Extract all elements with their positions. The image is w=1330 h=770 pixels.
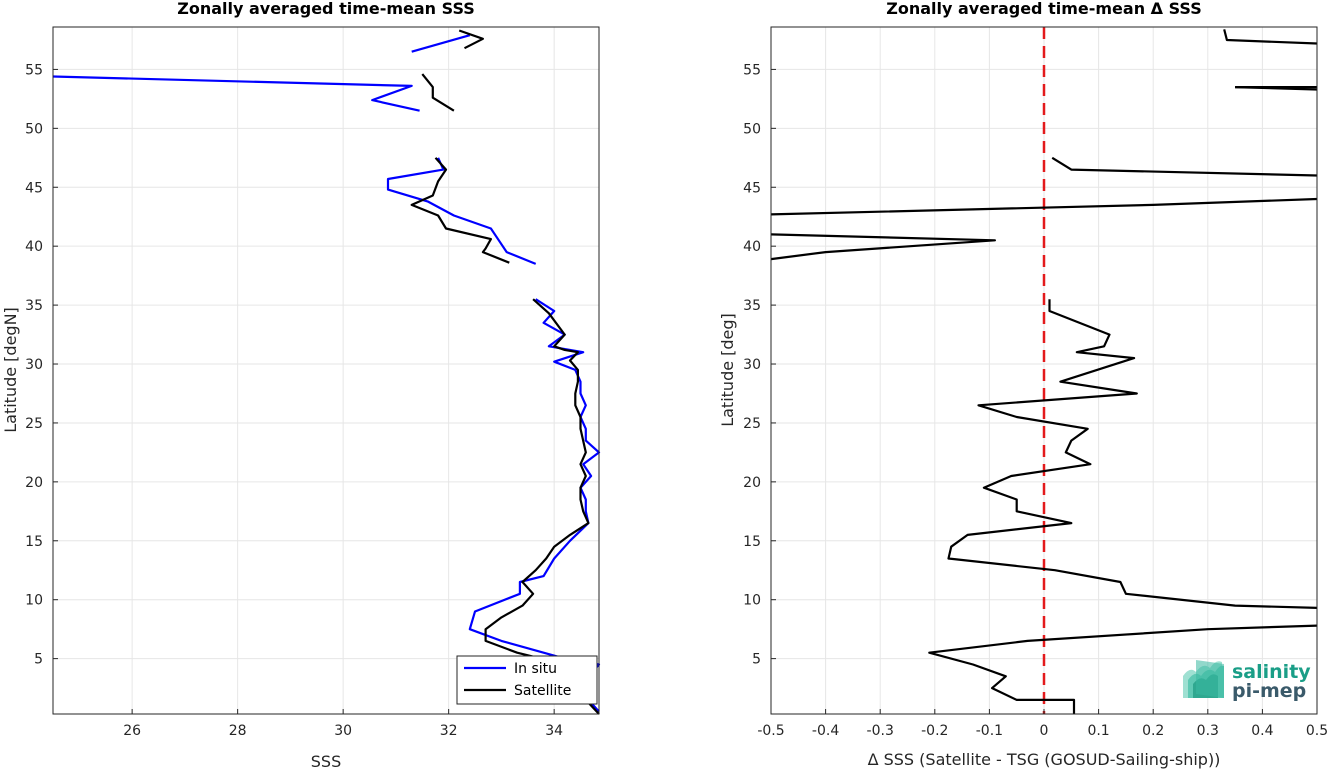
delta-sss-series-line: [1223, 29, 1318, 45]
delta-sss-profile-chart: -0.5 -0.4 -0.3 -0.2 -0.1 0 0.1 0.2 0.3 0.4 0.5 5 10 1…: [718, 0, 1328, 769]
right-y-tick-label: 35: [743, 298, 761, 314]
delta-sss-series-line: [947, 299, 1318, 609]
left-y-tick-label: 10: [25, 593, 43, 609]
right-x-tick-label: 0.4: [1251, 723, 1273, 739]
right-x-tick-label: 0.3: [1197, 723, 1219, 739]
legend-label-satellite: Satellite: [514, 683, 571, 699]
right-y-tick-label: 20: [743, 475, 761, 491]
left-x-tick-label: 32: [440, 723, 458, 739]
right-y-tick-label: 15: [743, 534, 761, 550]
satellite-series-line: [458, 29, 484, 50]
right-x-tick-label: -0.4: [812, 723, 839, 739]
delta-sss-series-line: [770, 233, 997, 261]
left-x-tick-label: 34: [545, 723, 563, 739]
right-y-tick-label: 40: [743, 239, 761, 255]
right-x-tick-label: 0.1: [1087, 723, 1109, 739]
right-x-tick-label: 0: [1040, 723, 1049, 739]
right-x-tick-label: -0.1: [976, 723, 1003, 739]
right-y-tick-label: 45: [743, 180, 761, 196]
left-y-tick-label: 50: [25, 121, 43, 137]
right-y-tick-label: 50: [743, 121, 761, 137]
legend: In situ Satellite: [456, 655, 598, 705]
right-series-lines: [770, 27, 1318, 714]
right-tick-labels: -0.5 -0.4 -0.3 -0.2 -0.1 0 0.1 0.2 0.3 0.4 0.5 5 10 1…: [743, 62, 1328, 739]
logo-text-salinity: salinity: [1232, 661, 1311, 683]
left-x-tick-label: 28: [229, 723, 247, 739]
right-x-axis-label: Δ SSS (Satellite - TSG (GOSUD-Sailing-sh…: [868, 750, 1221, 769]
left-y-axis-label: Latitude [degN]: [1, 307, 20, 433]
left-series-lines: [52, 29, 601, 715]
sss-profile-chart: 26 28 30 32 34 5 10 15 20 25 30 35 40 45 50 55 Zonally …: [1, 0, 601, 770]
right-x-tick-label: 0.5: [1306, 723, 1328, 739]
left-plot-area: [53, 27, 599, 714]
left-chart-title: Zonally averaged time-mean SSS: [177, 0, 475, 18]
left-y-tick-label: 25: [25, 416, 43, 432]
left-gridlines: [53, 27, 599, 714]
salinity-pi-mep-logo: salinity pi-mep: [1183, 660, 1311, 702]
left-y-tick-label: 5: [34, 652, 43, 668]
right-x-tick-label: -0.3: [867, 723, 894, 739]
left-y-tick-label: 55: [25, 62, 43, 78]
in-situ-series-line: [386, 157, 537, 265]
left-plot-frame: [52, 26, 600, 715]
right-x-tick-label: -0.2: [921, 723, 948, 739]
wave-logo-icon: [1183, 660, 1224, 698]
delta-sss-series-line: [770, 197, 1318, 216]
left-y-tick-label: 15: [25, 534, 43, 550]
left-y-tick-label: 40: [25, 239, 43, 255]
left-tick-labels: 26 28 30 32 34 5 10 15 20 25 30 35 40 45 50 55: [25, 62, 563, 739]
logo-text-pi-mep: pi-mep: [1232, 680, 1306, 702]
satellite-series-line: [410, 157, 510, 264]
left-y-tick-label: 30: [25, 357, 43, 373]
right-y-tick-label: 5: [752, 652, 761, 668]
right-y-tick-label: 55: [743, 62, 761, 78]
right-y-tick-label: 30: [743, 357, 761, 373]
left-x-axis-label: SSS: [311, 752, 341, 770]
right-chart-title: Zonally averaged time-mean Δ SSS: [886, 0, 1202, 18]
satellite-series-line: [484, 298, 600, 715]
delta-sss-series-line: [1235, 86, 1318, 91]
left-y-tick-label: 45: [25, 180, 43, 196]
delta-sss-series-line: [928, 624, 1318, 714]
left-x-tick-label: 26: [123, 723, 141, 739]
satellite-series-line: [421, 73, 455, 112]
left-y-tick-label: 20: [25, 475, 43, 491]
legend-box: [456, 655, 598, 705]
delta-sss-series-line: [1051, 156, 1318, 177]
left-y-tick-label: 35: [25, 298, 43, 314]
right-y-axis-label: Latitude [deg]: [718, 313, 737, 427]
right-y-tick-label: 10: [743, 593, 761, 609]
right-y-tick-label: 25: [743, 416, 761, 432]
left-x-tick-label: 30: [334, 723, 352, 739]
right-x-tick-label: -0.5: [757, 723, 784, 739]
in-situ-series-line: [52, 75, 420, 112]
right-x-tick-label: 0.2: [1142, 723, 1164, 739]
legend-label-in-situ: In situ: [514, 661, 557, 677]
in-situ-series-line: [411, 34, 471, 53]
